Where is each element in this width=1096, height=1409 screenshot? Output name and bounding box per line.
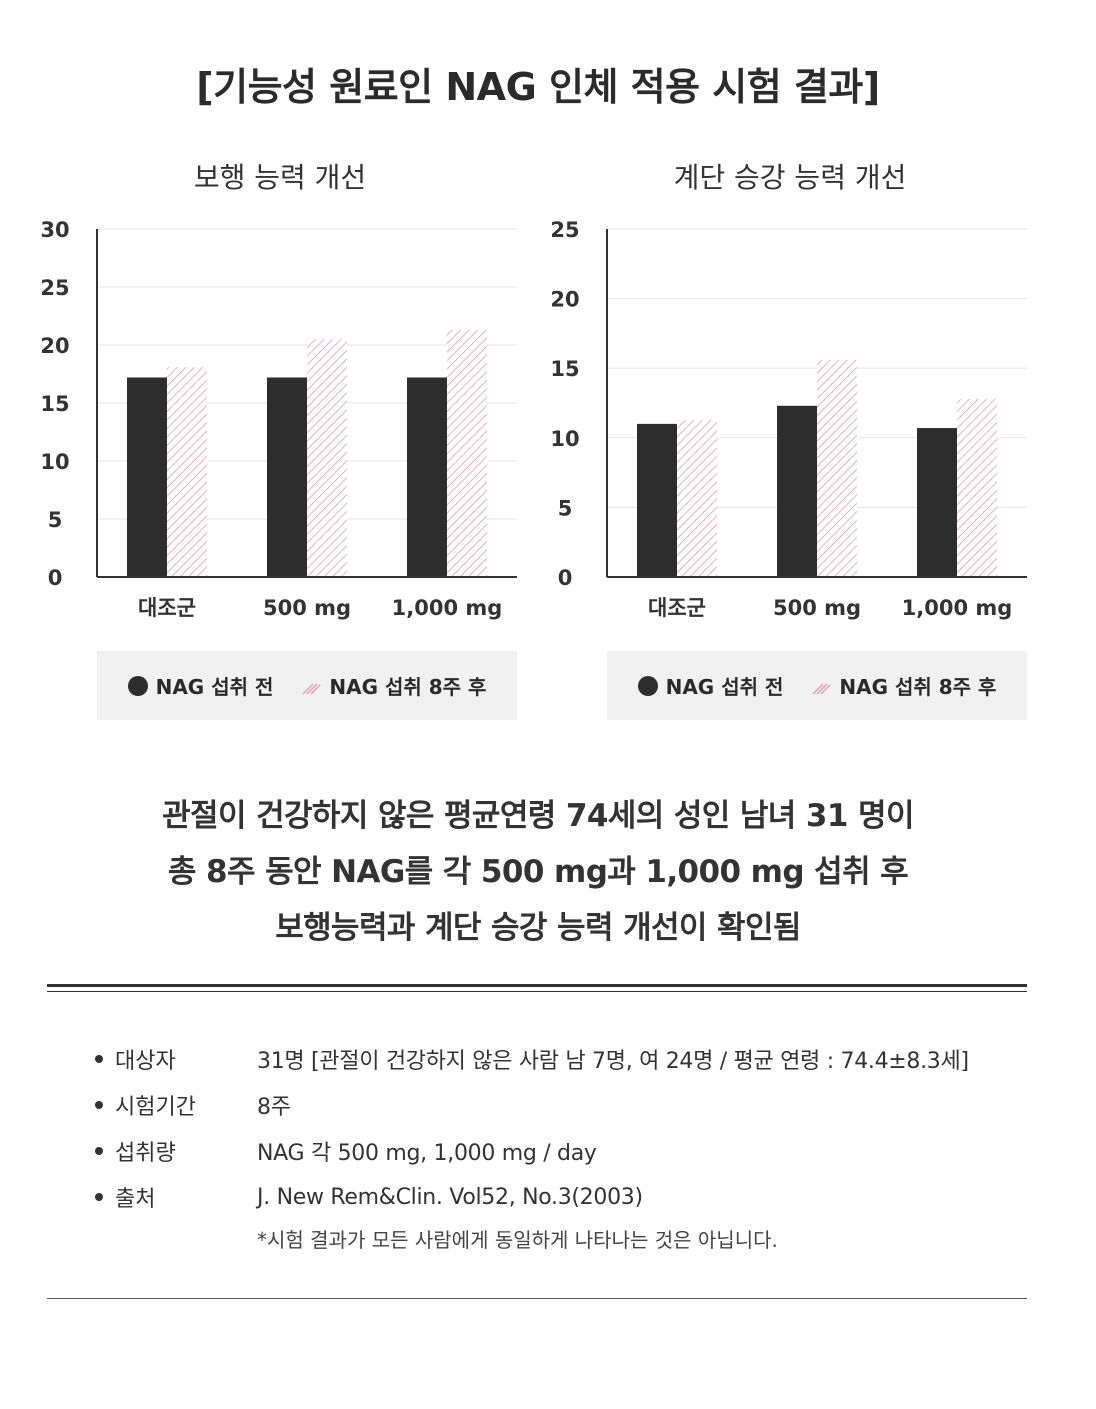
legend-label: NAG 섭취 전: [155, 675, 274, 699]
bar-before: [637, 423, 677, 577]
x-tick-label: 1,000 mg: [902, 596, 1013, 620]
bar-chart-walking: 0 5 10 15 20 25 30 대조군 500 mg 1,000 mg: [40, 218, 517, 620]
x-tick-label: 대조군: [138, 596, 196, 620]
chart-legend: NAG 섭취 전 NAG 섭취 8주 후: [97, 651, 517, 720]
chart-title: 보행 능력 개선: [193, 161, 367, 194]
legend-item-after: NAG 섭취 8주 후: [811, 671, 996, 700]
y-tick-label: 25: [40, 276, 69, 300]
study-info-list: 대상자 31명 [관절이 건강하지 않은 사람 남 7명, 여 24명 / 평균…: [95, 1036, 1035, 1220]
bar-after: [167, 367, 207, 577]
x-tick-label: 대조군: [648, 596, 706, 620]
solid-circle-icon: [637, 675, 658, 696]
bar-before: [777, 405, 817, 577]
bullet-icon: [95, 1147, 103, 1155]
y-tick-label: 30: [40, 218, 69, 242]
bar-after: [957, 398, 997, 577]
y-tick-label: 20: [550, 288, 579, 312]
chart-stairs: 계단 승강 능력 개선 0 5 10 15 20 25 대조군 500 mg 1,000 mg …: [530, 150, 1050, 730]
disclaimer-note: *시험 결과가 모든 사람에게 동일하게 나타나는 것은 아닙니다.: [257, 1228, 778, 1252]
bar-before: [127, 377, 167, 577]
info-row: 대상자 31명 [관절이 건강하지 않은 사람 남 7명, 여 24명 / 평균…: [95, 1036, 1035, 1082]
bar-after: [817, 359, 857, 577]
y-tick-label: 0: [558, 566, 573, 590]
bullet-icon: [95, 1193, 103, 1201]
y-tick-label: 10: [40, 450, 69, 474]
hatch-swatch-icon: [812, 682, 831, 695]
bar-before: [267, 377, 307, 577]
legend-label: NAG 섭취 8주 후: [329, 675, 487, 699]
summary-line: 총 8주 동안 NAG를 각 500 mg과 1,000 mg 섭취 후: [167, 854, 909, 890]
bar-after: [677, 419, 717, 577]
info-value: NAG 각 500 mg, 1,000 mg / day: [257, 1141, 597, 1166]
info-row: 출처 J. New Rem&Clin. Vol52, No.3(2003): [95, 1174, 1035, 1220]
legend-label: NAG 섭취 전: [665, 675, 784, 699]
info-row: 섭취량 NAG 각 500 mg, 1,000 mg / day: [95, 1128, 1035, 1174]
summary-line: 관절이 건강하지 않은 평균연령 74세의 성인 남녀 31 명이: [162, 798, 914, 834]
y-tick-label: 25: [550, 218, 579, 242]
summary-text: 관절이 건강하지 않은 평균연령 74세의 성인 남녀 31 명이 총 8주 동…: [0, 788, 1076, 956]
y-tick-label: 0: [48, 566, 63, 590]
y-tick-label: 20: [40, 334, 69, 358]
x-tick-label: 1,000 mg: [392, 596, 503, 620]
page-title: [기능성 원료인 NAG 인체 적용 시험 결과]: [196, 65, 880, 109]
divider: [47, 984, 1027, 987]
info-key: 출처: [115, 1187, 156, 1212]
info-key: 대상자: [115, 1049, 176, 1074]
y-tick-label: 15: [550, 357, 579, 381]
chart-walking: 보행 능력 개선 0 5 10 15 20 25 30 대조군 500 mg 1,000 mg N…: [20, 150, 540, 730]
bar-after: [307, 339, 347, 577]
y-tick-label: 15: [40, 392, 69, 416]
legend-item-after: NAG 섭취 8주 후: [301, 671, 486, 700]
y-tick-label: 5: [48, 508, 63, 532]
bar-before: [917, 428, 957, 577]
info-value: 8주: [257, 1095, 291, 1120]
chart-legend: NAG 섭취 전 NAG 섭취 8주 후: [607, 651, 1027, 720]
summary-line: 보행능력과 계단 승강 능력 개선이 확인됨: [275, 910, 801, 946]
legend-item-before: NAG 섭취 전: [637, 671, 784, 700]
info-key: 섭취량: [115, 1141, 176, 1166]
bar-before: [407, 377, 447, 577]
info-value: 31명 [관절이 건강하지 않은 사람 남 7명, 여 24명 / 평균 연령 …: [257, 1049, 969, 1074]
legend-label: NAG 섭취 8주 후: [839, 675, 997, 699]
legend-item-before: NAG 섭취 전: [127, 671, 274, 700]
bullet-icon: [95, 1055, 103, 1063]
chart-title: 계단 승강 능력 개선: [673, 161, 907, 194]
divider: [47, 991, 1027, 992]
bar-after: [447, 329, 487, 577]
x-tick-label: 500 mg: [263, 596, 351, 620]
hatch-swatch-icon: [302, 682, 321, 695]
divider: [47, 1298, 1027, 1299]
bar-chart-stairs: 0 5 10 15 20 25 대조군 500 mg 1,000 mg: [550, 218, 1027, 620]
info-row: 시험기간 8주: [95, 1082, 1035, 1128]
solid-circle-icon: [127, 675, 148, 696]
x-tick-label: 500 mg: [773, 596, 861, 620]
y-tick-label: 5: [558, 496, 573, 520]
bullet-icon: [95, 1101, 103, 1109]
info-key: 시험기간: [115, 1095, 196, 1120]
info-value: J. New Rem&Clin. Vol52, No.3(2003): [257, 1184, 643, 1210]
y-tick-label: 10: [550, 427, 579, 451]
